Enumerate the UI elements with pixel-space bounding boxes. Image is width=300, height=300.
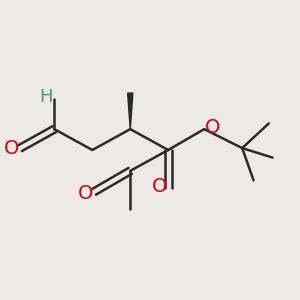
Polygon shape [128, 93, 133, 129]
Text: O: O [78, 184, 94, 203]
Text: O: O [4, 140, 20, 158]
Text: O: O [205, 118, 220, 137]
Text: H: H [39, 88, 53, 106]
Text: O: O [152, 176, 167, 196]
